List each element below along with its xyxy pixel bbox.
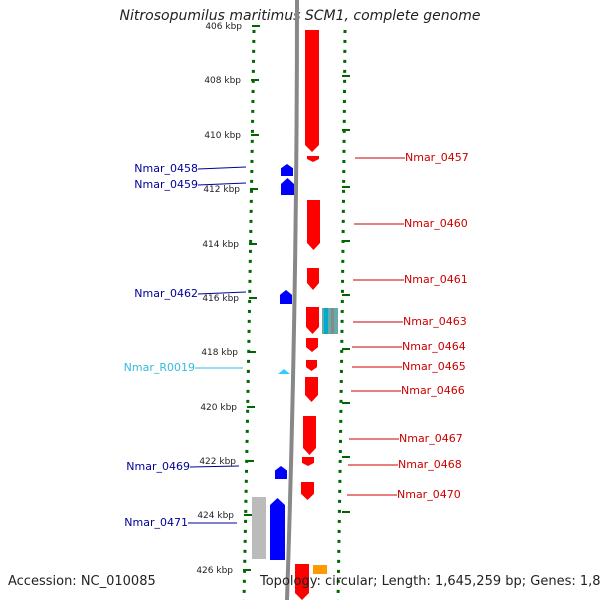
- gene-label-right[interactable]: Nmar_0463: [403, 315, 467, 328]
- gene-label-right[interactable]: Nmar_0457: [405, 151, 469, 164]
- pseudo-gene-block[interactable]: [252, 497, 266, 559]
- gene-label-right[interactable]: Nmar_0468: [398, 458, 462, 471]
- forward-gene-arrow[interactable]: [307, 156, 319, 162]
- gene-label-left[interactable]: Nmar_0462: [134, 287, 198, 300]
- scale-tick-label: 416 kbp: [202, 294, 239, 304]
- gene-label-right[interactable]: Nmar_0466: [401, 384, 465, 397]
- forward-gene-arrow[interactable]: [306, 360, 317, 371]
- forward-gene-arrow[interactable]: [307, 200, 320, 250]
- rna-feature[interactable]: [278, 369, 290, 374]
- right-dotted-ring: [336, 29, 347, 600]
- label-leader: [197, 182, 247, 186]
- topology-text: Topology: circular; Length: 1,645,259 bp…: [260, 574, 600, 589]
- scale-tick-label: 410 kbp: [204, 131, 241, 141]
- gene-label-right[interactable]: Nmar_0460: [404, 217, 468, 230]
- gene-label-left[interactable]: Nmar_0471: [124, 516, 188, 529]
- genome-backbone: [285, 0, 299, 600]
- reverse-gene-arrow[interactable]: [281, 178, 294, 195]
- label-leader-lines: [188, 157, 405, 524]
- forward-gene-arrow[interactable]: [305, 377, 318, 402]
- scale-tick-label: 426 kbp: [196, 566, 233, 576]
- striped-feature-band: [331, 308, 334, 334]
- accession-text: Accession: NC_010085: [8, 574, 156, 589]
- forward-gene-arrow[interactable]: [303, 416, 316, 455]
- gene-label-right[interactable]: Nmar_0461: [404, 273, 468, 286]
- forward-gene-arrow[interactable]: [306, 307, 319, 334]
- scale-tick-label: 424 kbp: [197, 511, 234, 521]
- gene-label-right[interactable]: Nmar_0467: [399, 432, 463, 445]
- forward-gene-arrow[interactable]: [295, 564, 309, 600]
- scale-ticks: 406 kbp 408 kbp 410 kbp 412 kbp 414 kbp 416 k…: [196, 22, 350, 576]
- reverse-gene-arrow[interactable]: [281, 164, 293, 176]
- gene-label-left[interactable]: Nmar_0469: [126, 460, 190, 473]
- genome-title: Nitrosopumilus maritimus SCM1, complete …: [119, 8, 481, 24]
- scale-tick-label: 406 kbp: [205, 22, 242, 32]
- label-leader: [197, 291, 247, 295]
- forward-gene-arrow[interactable]: [307, 268, 319, 290]
- reverse-gene-arrow[interactable]: [275, 466, 287, 479]
- gene-label-left[interactable]: Nmar_R0019: [124, 361, 195, 374]
- forward-gene-arrow[interactable]: [305, 30, 319, 152]
- scale-tick-label: 418 kbp: [201, 348, 238, 358]
- label-leader: [189, 465, 240, 468]
- scale-tick-label: 408 kbp: [204, 76, 241, 86]
- forward-gene-arrow[interactable]: [301, 482, 314, 500]
- gene-label-right[interactable]: Nmar_0464: [402, 340, 466, 353]
- label-leader: [197, 166, 247, 170]
- gene-features: [252, 30, 338, 600]
- gene-label-left[interactable]: Nmar_0458: [134, 162, 198, 175]
- scale-tick-label: 422 kbp: [199, 457, 236, 467]
- forward-gene-arrow[interactable]: [302, 457, 314, 466]
- forward-gene-arrow[interactable]: [306, 338, 318, 352]
- striped-feature-band: [324, 308, 328, 334]
- scale-tick-label: 414 kbp: [202, 240, 239, 250]
- reverse-gene-arrow[interactable]: [270, 498, 285, 560]
- reverse-gene-arrow[interactable]: [280, 290, 292, 304]
- gene-label-left[interactable]: Nmar_0459: [134, 178, 198, 191]
- scale-tick-label: 420 kbp: [200, 403, 237, 413]
- scale-tick-label: 412 kbp: [203, 185, 240, 195]
- other-feature[interactable]: [313, 565, 327, 574]
- gene-label-right[interactable]: Nmar_0470: [397, 488, 461, 501]
- gene-label-right[interactable]: Nmar_0465: [402, 360, 466, 373]
- gene-labels: Nmar_0458 Nmar_0459 Nmar_0462 Nmar_R0019 Nma…: [124, 151, 469, 529]
